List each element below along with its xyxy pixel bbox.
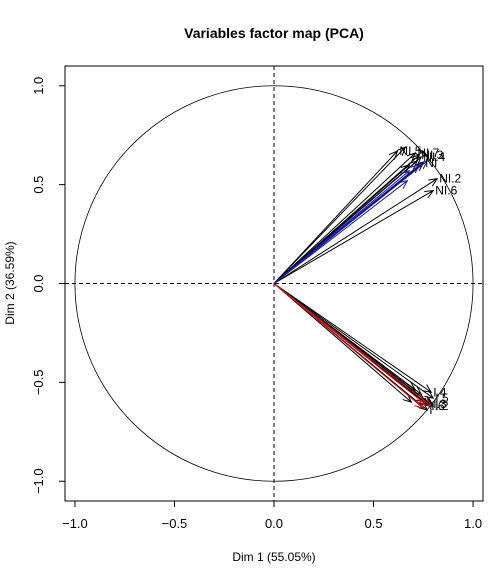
arrow-head-11	[418, 160, 429, 170]
arrow-2	[273, 146, 406, 284]
arrow-10	[273, 190, 434, 284]
arrow-17	[273, 283, 432, 393]
variable-label-19: I.5	[435, 391, 449, 405]
arrow-3	[273, 152, 416, 284]
y-tick-label-4: 0.5	[31, 176, 46, 194]
y-tick-label-3: 0.0	[31, 274, 46, 292]
arrow-head-26	[414, 399, 425, 409]
x-tick-label-5: 1.0	[464, 516, 482, 531]
arrow-head-14	[400, 170, 411, 180]
chart-title: Variables factor map (PCA)	[184, 25, 364, 41]
variable-label-20: I.6	[431, 399, 445, 413]
arrow-head-8	[400, 164, 411, 174]
x-tick-label-4: 0.5	[364, 516, 382, 531]
arrow-27	[273, 283, 432, 407]
arrow-head-7	[414, 162, 425, 172]
variable-label-3: NI.7	[417, 146, 439, 160]
arrow-head-3	[406, 152, 417, 162]
variable-label-23: I	[429, 403, 432, 417]
tick-layer: −1.0 −0.5 0.0 0.5 1.0 −1.0 −0.5 0.0 0.5 1.0	[31, 77, 482, 531]
arrow-head-10	[424, 189, 435, 199]
variable-label-4: NI.3	[421, 148, 443, 162]
arrow-9	[273, 178, 438, 284]
y-axis-label: Dim 2 (36.59%)	[3, 241, 17, 324]
arrow-head-27	[422, 397, 433, 407]
arrow-head-13	[398, 179, 409, 189]
arrow-19	[273, 283, 434, 399]
arrow-26	[273, 283, 424, 409]
arrow-13	[273, 180, 408, 284]
variable-label-21: I.3	[433, 397, 447, 411]
arrow-head-24	[402, 393, 413, 403]
variable-label-1: NI.5	[399, 144, 421, 158]
arrow-head-12	[410, 164, 421, 174]
arrow-head-2	[396, 146, 407, 156]
variable-label-7: NI	[425, 156, 437, 170]
y-tick-label-1: −1.0	[31, 468, 46, 494]
arrow-8	[273, 164, 410, 284]
variable-label-5: NI.4	[423, 150, 445, 164]
y-tick-label-5: 1.0	[31, 77, 46, 95]
arrow-head-9	[428, 178, 439, 187]
y-tick-label-2: −0.5	[31, 370, 46, 396]
variable-label-22: I.2	[435, 399, 449, 413]
arrow-head-5	[412, 156, 423, 166]
x-tick-label-3: 0.0	[265, 516, 283, 531]
x-tick-label-1: −1.0	[62, 516, 88, 531]
x-tick-label-2: −0.5	[162, 516, 188, 531]
arrow-head-17	[422, 384, 433, 393]
arrow-24	[273, 283, 412, 403]
variable-label-17: I.4	[433, 385, 447, 399]
variable-label-10: NI.6	[435, 184, 457, 198]
variable-label-9: NI.2	[439, 172, 461, 186]
x-axis-label: Dim 1 (55.05%)	[232, 550, 315, 564]
arrow-14	[273, 170, 410, 284]
